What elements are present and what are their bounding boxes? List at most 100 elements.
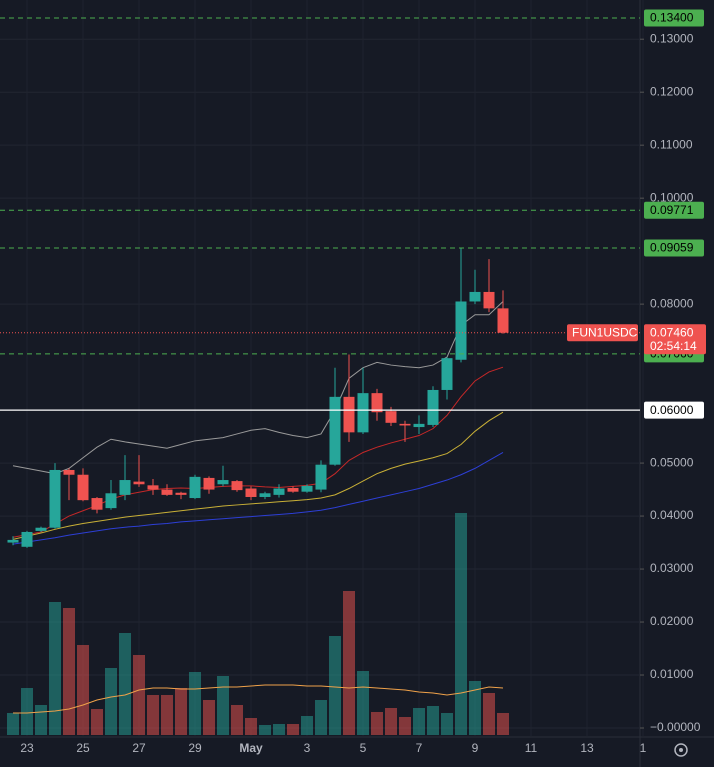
level-tag [644, 401, 704, 419]
candle-body [119, 480, 131, 495]
level-label: 0.09771 [650, 203, 694, 217]
candle-body [21, 531, 33, 547]
volume-bar [245, 718, 257, 735]
level-tag [644, 9, 704, 27]
settings-ring[interactable] [674, 743, 688, 757]
last-price-label: 0.07460 [650, 325, 694, 339]
candle-body [49, 469, 61, 528]
volume-bar [385, 708, 397, 735]
volume-bar [301, 716, 313, 735]
y-tick-label: 0.05000 [650, 455, 694, 469]
candle-body [105, 493, 117, 509]
grid [0, 38, 640, 729]
volume-bar [63, 608, 75, 735]
volume-bar [343, 591, 355, 735]
candle-body [413, 423, 425, 428]
volume-bar [399, 717, 411, 735]
candle-body [315, 464, 327, 490]
volume-bar [147, 695, 159, 735]
settings-icon[interactable] [674, 743, 688, 757]
candle-body [301, 485, 313, 492]
x-tick-label: 25 [76, 741, 90, 755]
y-tick-label: 0.08000 [650, 296, 694, 310]
volume-bar [105, 668, 117, 735]
volume-bar [203, 700, 215, 735]
volume-bar [35, 705, 47, 735]
y-tick-label: 0.04000 [650, 508, 694, 522]
x-tick-label: 1 [640, 741, 647, 755]
candle-body [259, 493, 271, 497]
y-tick-label: 0.03000 [650, 561, 694, 575]
volume-bar [483, 693, 495, 735]
x-tick-label: 9 [472, 741, 479, 755]
x-tick-label: 3 [304, 741, 311, 755]
candle-body [343, 396, 355, 433]
volume-bar [175, 688, 187, 735]
volume-bar [357, 671, 369, 735]
volume-bar [441, 713, 453, 735]
volume-bar [497, 713, 509, 735]
x-tick-label: 27 [132, 741, 146, 755]
level-tag [644, 239, 704, 257]
candle-body [497, 308, 509, 333]
level-label: 0.06000 [650, 403, 694, 417]
candle-body [287, 487, 299, 492]
candle-body [161, 489, 173, 495]
volume-bar [413, 708, 425, 735]
y-tick-label: 0.11000 [650, 137, 693, 151]
countdown-label: 02:54:14 [650, 339, 697, 353]
level-tag [644, 201, 704, 219]
candle-body [231, 481, 243, 491]
volume-bar [91, 709, 103, 735]
volume-bar [21, 688, 33, 735]
x-tick-label: May [239, 741, 263, 755]
symbol-tag [567, 324, 638, 342]
volume-bar [273, 724, 285, 735]
volume-ma-line [13, 684, 504, 714]
candle-body [189, 476, 201, 499]
candle-body [371, 393, 383, 413]
volume-bar [161, 695, 173, 735]
y-tick-label: 0.10000 [650, 190, 694, 204]
candle-body [35, 527, 47, 531]
y-tick-label: −0.00000 [650, 720, 701, 734]
candle-body [427, 389, 439, 425]
last-price-tag [644, 324, 706, 355]
candle-body [63, 469, 75, 475]
ma-line [12, 452, 504, 545]
candle-body [399, 423, 411, 426]
volume-bar [133, 655, 145, 735]
candle-body [469, 291, 481, 302]
y-tick-label: 0.12000 [650, 84, 694, 98]
ma-line [12, 301, 504, 475]
settings-dot[interactable] [679, 748, 683, 752]
candle-body [217, 480, 229, 485]
candle-body [175, 492, 187, 495]
level-label: 0.09059 [650, 241, 694, 255]
volume-bar [427, 706, 439, 735]
volume-bar [217, 676, 229, 735]
y-tick-label: 0.01000 [650, 667, 694, 681]
candle-body [483, 291, 495, 309]
candle-body [203, 477, 215, 490]
candle-body [133, 481, 145, 485]
candle-body [245, 488, 257, 497]
x-tick-label: 13 [580, 741, 594, 755]
candle-body [273, 488, 285, 495]
level-label: 0.13400 [650, 11, 694, 25]
y-tick-label: 0.02000 [650, 614, 694, 628]
ma-line [12, 411, 504, 540]
x-tick-label: 29 [188, 741, 202, 755]
candle-body [455, 301, 467, 360]
volume-bar [455, 513, 467, 735]
symbol-label: FUN1USDC [572, 325, 638, 339]
candle-body [441, 358, 453, 390]
candle-body [77, 474, 89, 501]
x-tick-label: 11 [525, 741, 538, 755]
volume-bar [469, 681, 481, 735]
candle-body [329, 396, 341, 465]
volume-bar [259, 725, 271, 735]
y-tick-label: 0.13000 [650, 31, 694, 45]
volume-bar [231, 705, 243, 735]
x-tick-label: 7 [416, 741, 423, 755]
